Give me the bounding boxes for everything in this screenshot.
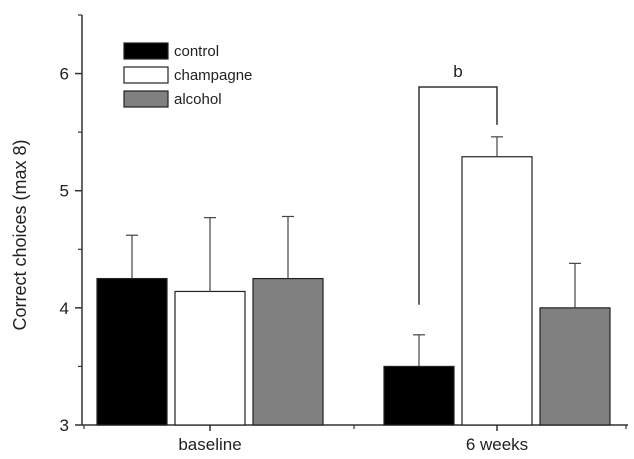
legend: control champagne alcohol bbox=[123, 42, 252, 108]
y-tick-label: 6 bbox=[60, 65, 69, 84]
bars bbox=[96, 156, 611, 426]
significance-annotations: b bbox=[418, 62, 498, 305]
significance-label: b bbox=[453, 62, 462, 81]
bar-champagne-0 bbox=[174, 290, 246, 426]
y-tick-label: 3 bbox=[60, 416, 69, 435]
bar-control-0 bbox=[96, 277, 168, 426]
significance-bracket bbox=[418, 86, 498, 305]
y-tick-label: 5 bbox=[60, 182, 69, 201]
legend-swatch-champagne bbox=[123, 66, 169, 84]
y-axis-title: Correct choices (max 8) bbox=[10, 139, 30, 330]
legend-swatch-control bbox=[123, 42, 169, 60]
legend-label-control: control bbox=[174, 43, 219, 60]
bar-champagne-1 bbox=[461, 156, 533, 426]
x-tick-label: baseline bbox=[178, 435, 241, 454]
error-bars bbox=[126, 136, 581, 367]
bar-alcohol-1 bbox=[539, 307, 611, 426]
bar-alcohol-0 bbox=[252, 277, 324, 426]
legend-label-champagne: champagne bbox=[174, 67, 252, 84]
x-tick-label: 6 weeks bbox=[466, 435, 528, 454]
legend-swatch-alcohol bbox=[123, 90, 169, 108]
y-tick-label: 4 bbox=[60, 299, 69, 318]
axes: 3 4 5 6 baseline 6 weeks bbox=[60, 14, 628, 454]
legend-label-alcohol: alcohol bbox=[174, 91, 222, 108]
bar-control-1 bbox=[383, 365, 455, 426]
